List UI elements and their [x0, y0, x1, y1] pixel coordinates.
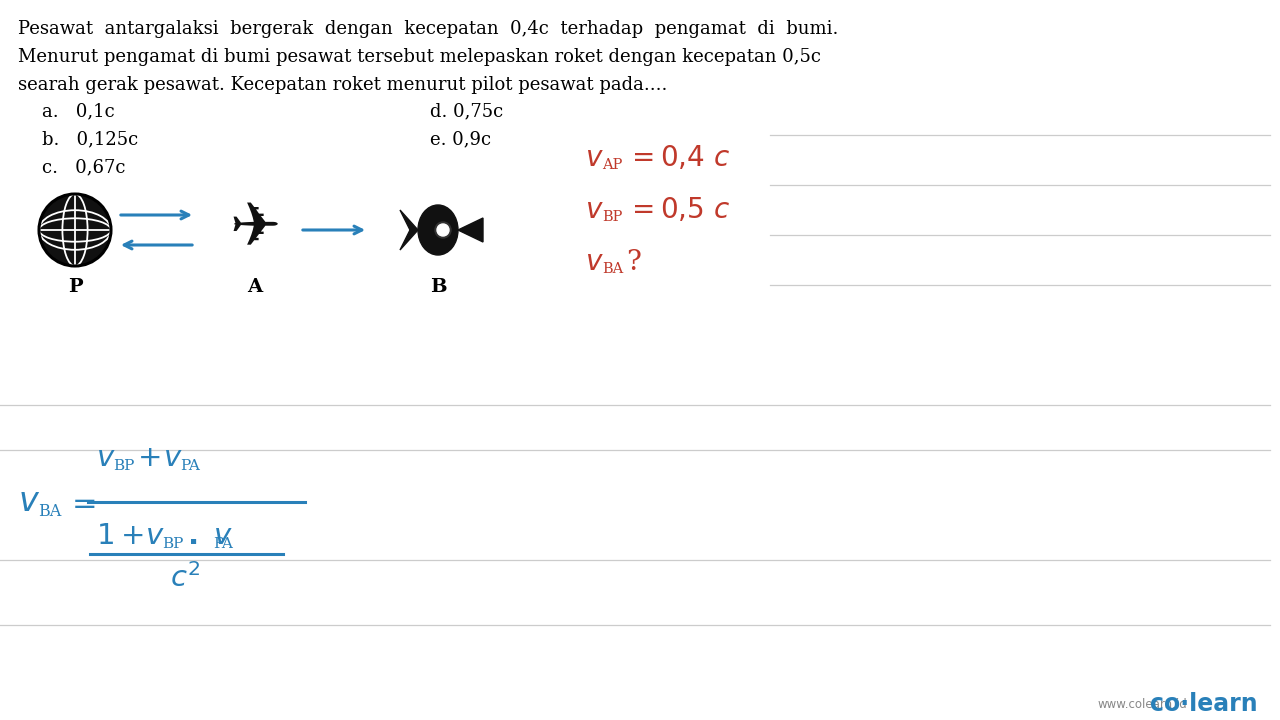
Text: searah gerak pesawat. Kecepatan roket menurut pilot pesawat pada....: searah gerak pesawat. Kecepatan roket me…	[18, 76, 667, 94]
Circle shape	[436, 224, 449, 236]
Text: B: B	[430, 278, 447, 296]
Text: $\mathit{v}$: $\mathit{v}$	[585, 197, 604, 223]
Text: BP: BP	[163, 537, 183, 551]
Polygon shape	[458, 218, 483, 242]
Text: PA: PA	[180, 459, 200, 473]
Text: $\mathbf{.}\ \mathit{v}$: $\mathbf{.}\ \mathit{v}$	[187, 522, 233, 550]
Circle shape	[38, 194, 111, 266]
Text: $= 0{,}4\ \mathit{c}$: $= 0{,}4\ \mathit{c}$	[626, 144, 730, 172]
Text: co·learn: co·learn	[1149, 692, 1258, 716]
Text: PA: PA	[212, 537, 233, 551]
Text: $\mathit{v}$: $\mathit{v}$	[585, 248, 604, 276]
Text: $1 +$: $1 +$	[96, 522, 143, 550]
Text: A: A	[247, 278, 262, 296]
Text: BA: BA	[602, 262, 623, 276]
Text: AP: AP	[602, 158, 622, 172]
Text: ✈: ✈	[229, 200, 280, 259]
Circle shape	[435, 222, 451, 238]
Text: ?: ?	[626, 248, 641, 276]
Text: Pesawat  antargalaksi  bergerak  dengan  kecepatan  0,4c  terhadap  pengamat  di: Pesawat antargalaksi bergerak dengan kec…	[18, 20, 838, 38]
Text: P: P	[68, 278, 82, 296]
Text: $=$: $=$	[67, 487, 96, 518]
Text: a.   0,1c: a. 0,1c	[42, 102, 115, 120]
Text: BP: BP	[602, 210, 622, 224]
Text: $\mathit{v}$: $\mathit{v}$	[585, 145, 604, 171]
Text: $\mathit{v}$: $\mathit{v}$	[145, 522, 165, 550]
Ellipse shape	[419, 205, 458, 255]
Text: c.   0,67c: c. 0,67c	[42, 158, 125, 176]
Text: $+$: $+$	[137, 444, 160, 472]
Text: b.   0,125c: b. 0,125c	[42, 130, 138, 148]
Text: e. 0,9c: e. 0,9c	[430, 130, 492, 148]
Text: $= 0{,}5\ \mathit{c}$: $= 0{,}5\ \mathit{c}$	[626, 196, 730, 224]
Text: $\mathit{c}^{2}$: $\mathit{c}^{2}$	[170, 563, 200, 593]
Text: www.colearn.id: www.colearn.id	[1098, 698, 1188, 711]
Polygon shape	[399, 230, 419, 250]
Text: d. 0,75c: d. 0,75c	[430, 102, 503, 120]
Text: $\mathit{v}$: $\mathit{v}$	[18, 486, 40, 518]
Text: BP: BP	[113, 459, 134, 473]
Text: $\mathit{v}$: $\mathit{v}$	[96, 444, 115, 472]
Polygon shape	[399, 210, 419, 230]
Text: Menurut pengamat di bumi pesawat tersebut melepaskan roket dengan kecepatan 0,5c: Menurut pengamat di bumi pesawat tersebu…	[18, 48, 820, 66]
Text: $\mathit{v}$: $\mathit{v}$	[163, 444, 183, 472]
Text: BA: BA	[38, 503, 61, 520]
